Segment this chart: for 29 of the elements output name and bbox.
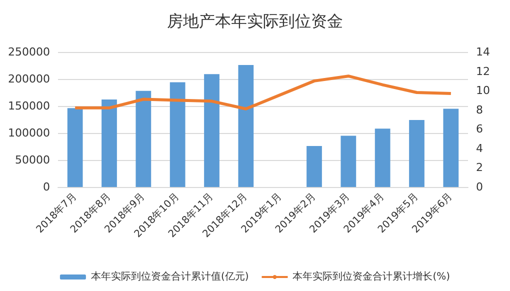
bar (136, 90, 152, 187)
y2-tick-label: 10 (476, 84, 490, 98)
chart-title: 房地产本年实际到位资金 (167, 12, 343, 30)
bar (409, 120, 424, 187)
y2-tick-label: 6 (476, 122, 483, 136)
bar (340, 136, 356, 187)
legend-label: 本年实际到位资金合计累计值(亿元) (90, 270, 249, 282)
y2-tick-label: 2 (476, 161, 483, 174)
y2-tick-label: 0 (476, 180, 483, 194)
bar (306, 146, 322, 187)
legend-label: 本年实际到位资金合计累计增长(%) (292, 270, 450, 282)
y-tick-label: 200000 (8, 72, 50, 86)
y2-tick-label: 14 (476, 46, 490, 58)
y2-tick-label: 4 (476, 142, 483, 155)
bar (238, 64, 254, 187)
bar (204, 74, 220, 187)
y-tick-label: 250000 (8, 46, 50, 58)
y2-tick-label: 8 (476, 103, 483, 116)
bar (374, 128, 390, 187)
y-tick-label: 0 (43, 180, 50, 194)
bar (170, 82, 186, 187)
line-series (74, 74, 452, 110)
bar (67, 108, 83, 187)
bar (102, 100, 117, 187)
y-tick-label: 100000 (8, 126, 50, 140)
bar (443, 108, 459, 187)
y-tick-label: 150000 (8, 100, 50, 112)
y2-tick-label: 12 (476, 64, 490, 78)
y-tick-label: 50000 (15, 154, 50, 166)
